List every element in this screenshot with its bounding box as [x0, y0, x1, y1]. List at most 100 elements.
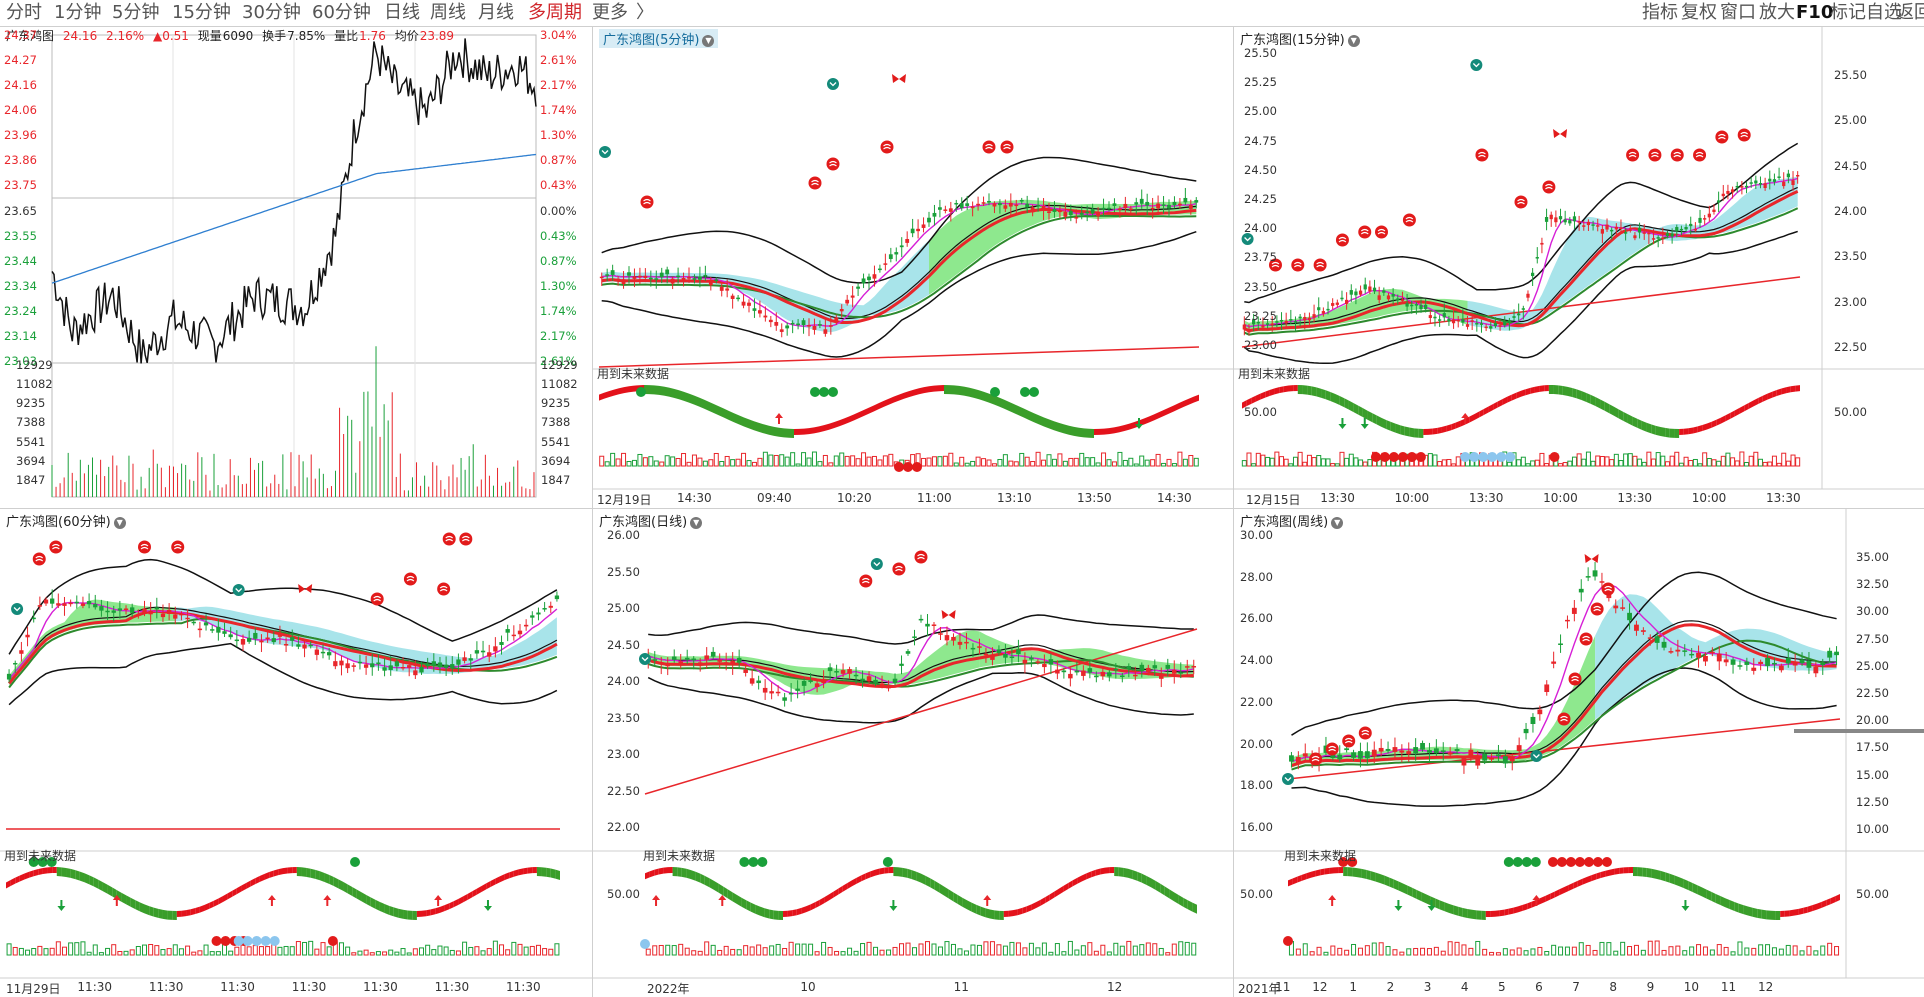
tab-15min[interactable]: 15分钟: [172, 2, 231, 23]
tab-monthly[interactable]: 月线: [478, 2, 514, 23]
candle-body: [1331, 303, 1335, 306]
macd-ribbon: [844, 416, 849, 425]
histogram-bar: [1516, 459, 1522, 467]
indicator-button[interactable]: 指标: [1642, 2, 1678, 23]
x-axis-label: 09:40: [757, 491, 792, 505]
tab-1min[interactable]: 1分钟: [54, 2, 102, 23]
adjust-button[interactable]: 复权: [1681, 2, 1717, 23]
candle-body: [1349, 290, 1353, 295]
macd-ribbon: [1059, 422, 1064, 434]
macd-ribbon: [689, 393, 694, 405]
candle-body: [970, 206, 975, 209]
macd-ribbon: [1738, 903, 1744, 915]
chevron-down-icon[interactable]: ▼: [113, 517, 126, 529]
buy-signal-marker: [1328, 745, 1337, 752]
candle-body: [1419, 305, 1423, 310]
back-button[interactable]: 返回: [1896, 2, 1924, 23]
candle-body: [1094, 675, 1099, 678]
kline-chart-5min[interactable]: [593, 27, 1233, 508]
histogram-bar: [1455, 456, 1461, 467]
panel-title[interactable]: 广东鸿图(5分钟) ▼: [599, 29, 719, 48]
kline-chart-15min[interactable]: [1234, 27, 1924, 508]
y-axis-label: 10.00: [1856, 822, 1889, 836]
candle-body: [795, 688, 800, 691]
macd-ribbon: [769, 909, 774, 920]
chart-panel-weekly[interactable]: 广东鸿图(周线) ▼ 用到未来数据 2021年 11 12 1 2 3 4 5 6 7 8 9 10 11 1…: [1234, 509, 1924, 997]
macd-ribbon: [1086, 871, 1092, 880]
panel-title[interactable]: 广东鸿图(周线) ▼: [1240, 511, 1344, 530]
tab-more[interactable]: 更多: [592, 2, 628, 23]
histogram-bar: [708, 459, 714, 467]
f10-button[interactable]: F10: [1796, 2, 1834, 23]
cloud-band: [9, 599, 176, 686]
chart-panel-15min[interactable]: 广东鸿图(15分钟) ▼ 用到未来数据 12月15日 13:30 10:00 13:30…: [1234, 27, 1924, 508]
histogram-bar: [1723, 946, 1729, 956]
sell-signal-marker: [827, 78, 839, 90]
candle-body: [1689, 653, 1695, 656]
signal-cluster-dot: [1530, 857, 1541, 867]
macd-ribbon: [967, 900, 972, 912]
chevron-down-icon[interactable]: ▼: [1331, 517, 1344, 529]
tab-timeshare[interactable]: 分时: [6, 2, 42, 23]
candle-body: [1003, 653, 1008, 658]
tab-60min[interactable]: 60分钟: [312, 2, 371, 23]
kline-chart-weekly[interactable]: [1234, 509, 1924, 997]
panel-title[interactable]: 广东鸿图(日线) ▼: [599, 511, 703, 530]
histogram-bar: [948, 452, 954, 467]
panel-title[interactable]: 广东鸿图(15分钟) ▼: [1240, 29, 1360, 48]
histogram-bar: [1795, 457, 1801, 467]
macd-ribbon: [162, 909, 168, 920]
macd-ribbon: [778, 910, 783, 920]
chevron-right-icon[interactable]: 〉: [636, 2, 654, 23]
tab-weekly[interactable]: 周线: [430, 2, 466, 23]
candle-body: [1312, 314, 1316, 318]
candle-body: [1740, 186, 1744, 188]
histogram-bar: [1454, 941, 1460, 956]
histogram-bar: [931, 456, 937, 467]
histogram-bar: [822, 454, 828, 467]
macd-ribbon: [1017, 907, 1023, 916]
macd-ribbon: [1562, 385, 1568, 396]
macd-ribbon: [1428, 428, 1433, 435]
mark-button[interactable]: 标记: [1830, 2, 1866, 23]
histogram-bar: [1288, 463, 1294, 467]
candle-body: [493, 646, 498, 652]
chart-panel-daily[interactable]: 广东鸿图(日线) ▼ 用到未来数据 2022年 10 11 12 26.00 25.50 25…: [593, 509, 1233, 997]
chart-panel-60min[interactable]: 广东鸿图(60分钟) ▼ 用到未来数据 11月29日 11:30 11:30 11:30…: [0, 509, 592, 997]
candle-body: [1509, 756, 1515, 762]
chart-panel-5min[interactable]: 广东鸿图(5分钟) ▼ 用到未来数据 12月19日 14:30 09:40 10:20 1…: [593, 27, 1233, 508]
candle-body: [1079, 212, 1084, 215]
chevron-down-icon[interactable]: ▼: [1347, 35, 1360, 47]
watchlist-button[interactable]: 自选: [1866, 2, 1902, 23]
tab-30min[interactable]: 30分钟: [242, 2, 301, 23]
macd-ribbon: [1068, 880, 1073, 889]
signal-cluster-dot: [636, 387, 646, 397]
tab-5min[interactable]: 5分钟: [112, 2, 160, 23]
candle-body: [376, 662, 381, 665]
zoom-button[interactable]: 放大: [1759, 2, 1795, 23]
kline-chart-60min[interactable]: [0, 509, 592, 997]
macd-ribbon: [1693, 426, 1698, 434]
candle-body: [1351, 752, 1356, 758]
histogram-bar: [517, 943, 523, 956]
candle-body: [873, 679, 878, 683]
timeshare-chart[interactable]: [0, 27, 592, 508]
tab-multi-period[interactable]: 多周期: [528, 2, 582, 23]
tab-daily[interactable]: 日线: [384, 2, 420, 23]
signal-cluster-dot: [220, 936, 231, 946]
chevron-down-icon[interactable]: ▼: [690, 517, 703, 529]
kline-chart-daily[interactable]: [593, 509, 1233, 997]
chevron-down-icon[interactable]: ▼: [702, 35, 715, 47]
histogram-bar: [1530, 460, 1536, 467]
histogram-bar: [1265, 456, 1271, 467]
macd-ribbon: [1679, 428, 1684, 435]
timeshare-panel[interactable]: 广东鸿图 24.16 2.16% ▲0.51 现量6090 换手7.85% 量比…: [0, 27, 592, 508]
panel-title[interactable]: 广东鸿图(60分钟) ▼: [6, 511, 126, 530]
macd-ribbon: [668, 867, 673, 874]
ma-line: [1291, 583, 1837, 763]
macd-ribbon: [1474, 411, 1480, 420]
window-button[interactable]: 窗口: [1720, 2, 1756, 23]
histogram-bar: [1544, 463, 1550, 467]
candle-body: [1577, 221, 1581, 223]
histogram-bar: [850, 455, 856, 467]
